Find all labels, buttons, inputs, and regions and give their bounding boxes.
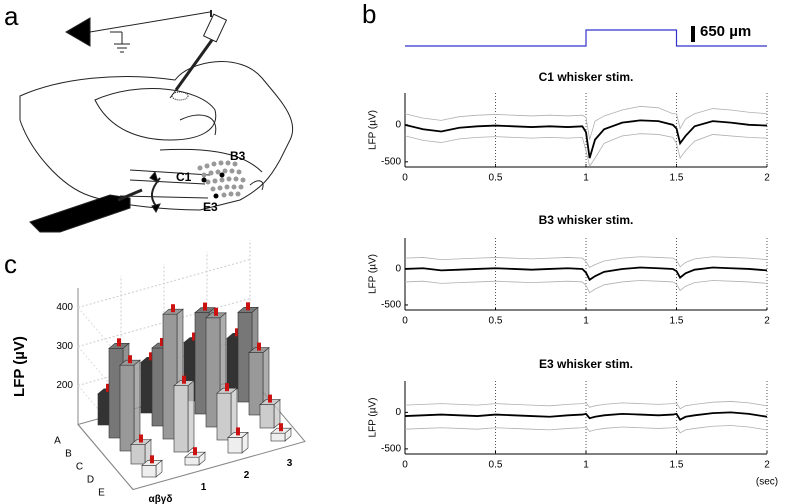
z-tick-label: 300 xyxy=(56,341,73,352)
trace xyxy=(404,105,768,140)
trace xyxy=(404,425,768,434)
error-marker xyxy=(257,342,261,351)
y-tick-label: 0 xyxy=(395,264,401,275)
bar xyxy=(119,364,135,452)
stimulus-trace xyxy=(405,29,767,47)
y-axis-label: LFP (µV) xyxy=(368,397,379,437)
error-marker xyxy=(203,302,207,311)
panel-label: c xyxy=(4,249,17,279)
trace xyxy=(404,256,768,269)
x-tick-label: 0 xyxy=(402,173,408,184)
bar xyxy=(141,464,157,478)
error-marker xyxy=(106,383,110,392)
error-marker xyxy=(246,302,250,311)
error-marker xyxy=(193,447,197,456)
y-tick-label: -500 xyxy=(381,444,401,455)
y-tick-label: -500 xyxy=(381,300,401,311)
error-marker xyxy=(139,434,143,443)
x-tick-label: 1.5 xyxy=(670,316,684,327)
column-label: αβγδ xyxy=(149,494,173,504)
bar xyxy=(259,404,275,429)
error-marker xyxy=(225,383,229,392)
x-tick-label: 0.5 xyxy=(489,460,503,471)
x-tick-label: 2 xyxy=(764,173,770,184)
bar xyxy=(216,392,232,441)
error-marker xyxy=(160,338,164,346)
error-marker xyxy=(235,328,239,337)
row-label: D xyxy=(87,475,94,486)
side-edge xyxy=(77,424,134,490)
row-label: C xyxy=(76,462,83,473)
x-tick-label: 2 xyxy=(764,460,770,471)
x-tick-label: 0.5 xyxy=(489,316,503,327)
chart-title: C1 whisker stim. xyxy=(539,70,634,84)
whisker-label: C1 xyxy=(176,170,192,184)
x-axis-label: (sec) xyxy=(756,477,778,488)
bar xyxy=(173,385,189,453)
z-tick-label: 200 xyxy=(56,380,73,391)
x-tick-label: 1.5 xyxy=(670,460,684,471)
scale-bar-label: 650 µm xyxy=(700,23,751,40)
y-axis-label: LFP (µV) xyxy=(368,254,379,294)
trace xyxy=(404,133,768,168)
bar-side xyxy=(187,380,195,453)
whisker-label: B3 xyxy=(230,149,246,163)
column-label: 3 xyxy=(287,458,293,469)
schematic xyxy=(19,10,294,233)
trace xyxy=(404,411,768,421)
error-marker xyxy=(236,427,240,436)
error-marker xyxy=(149,352,153,361)
row-label: A xyxy=(54,436,61,447)
row-label: E xyxy=(98,488,105,499)
grid-line xyxy=(77,259,251,308)
bar xyxy=(184,456,200,466)
x-tick-label: 0.5 xyxy=(489,173,503,184)
bar xyxy=(227,437,243,454)
bar xyxy=(270,432,286,442)
trace xyxy=(404,401,768,410)
x-tick-label: 0 xyxy=(402,316,408,327)
error-marker xyxy=(192,332,196,341)
error-marker xyxy=(128,355,132,364)
x-tick-label: 0 xyxy=(402,460,408,471)
error-marker xyxy=(214,307,218,316)
y-tick-label: 0 xyxy=(395,407,401,418)
chart-title: B3 whisker stim. xyxy=(539,213,634,227)
error-marker xyxy=(268,394,272,403)
y-tick-label: -500 xyxy=(381,156,401,167)
row-label: B xyxy=(65,449,72,460)
x-tick-label: 2 xyxy=(764,316,770,327)
x-tick-label: 1 xyxy=(583,316,589,327)
trace xyxy=(404,266,768,282)
z-axis-label: LFP (µV) xyxy=(11,336,28,397)
column-label: 1 xyxy=(201,482,207,493)
error-marker xyxy=(171,304,175,313)
error-marker xyxy=(279,423,283,432)
panel-label: a xyxy=(4,1,19,31)
x-tick-label: 1.5 xyxy=(670,173,684,184)
error-marker xyxy=(182,375,186,384)
whisker-label: E3 xyxy=(203,200,218,214)
x-tick-label: 1 xyxy=(583,460,589,471)
z-tick-label: 400 xyxy=(56,302,73,313)
y-tick-label: 0 xyxy=(395,119,401,130)
error-marker xyxy=(117,338,121,347)
trace xyxy=(404,280,768,294)
chart-title: E3 whisker stim. xyxy=(539,357,633,371)
column-label: 2 xyxy=(244,470,250,481)
error-marker xyxy=(150,455,154,464)
panel-label: b xyxy=(362,0,376,29)
x-tick-label: 1 xyxy=(583,173,589,184)
trace xyxy=(404,119,768,159)
bar xyxy=(130,444,146,465)
y-axis-label: LFP (µV) xyxy=(368,110,379,150)
